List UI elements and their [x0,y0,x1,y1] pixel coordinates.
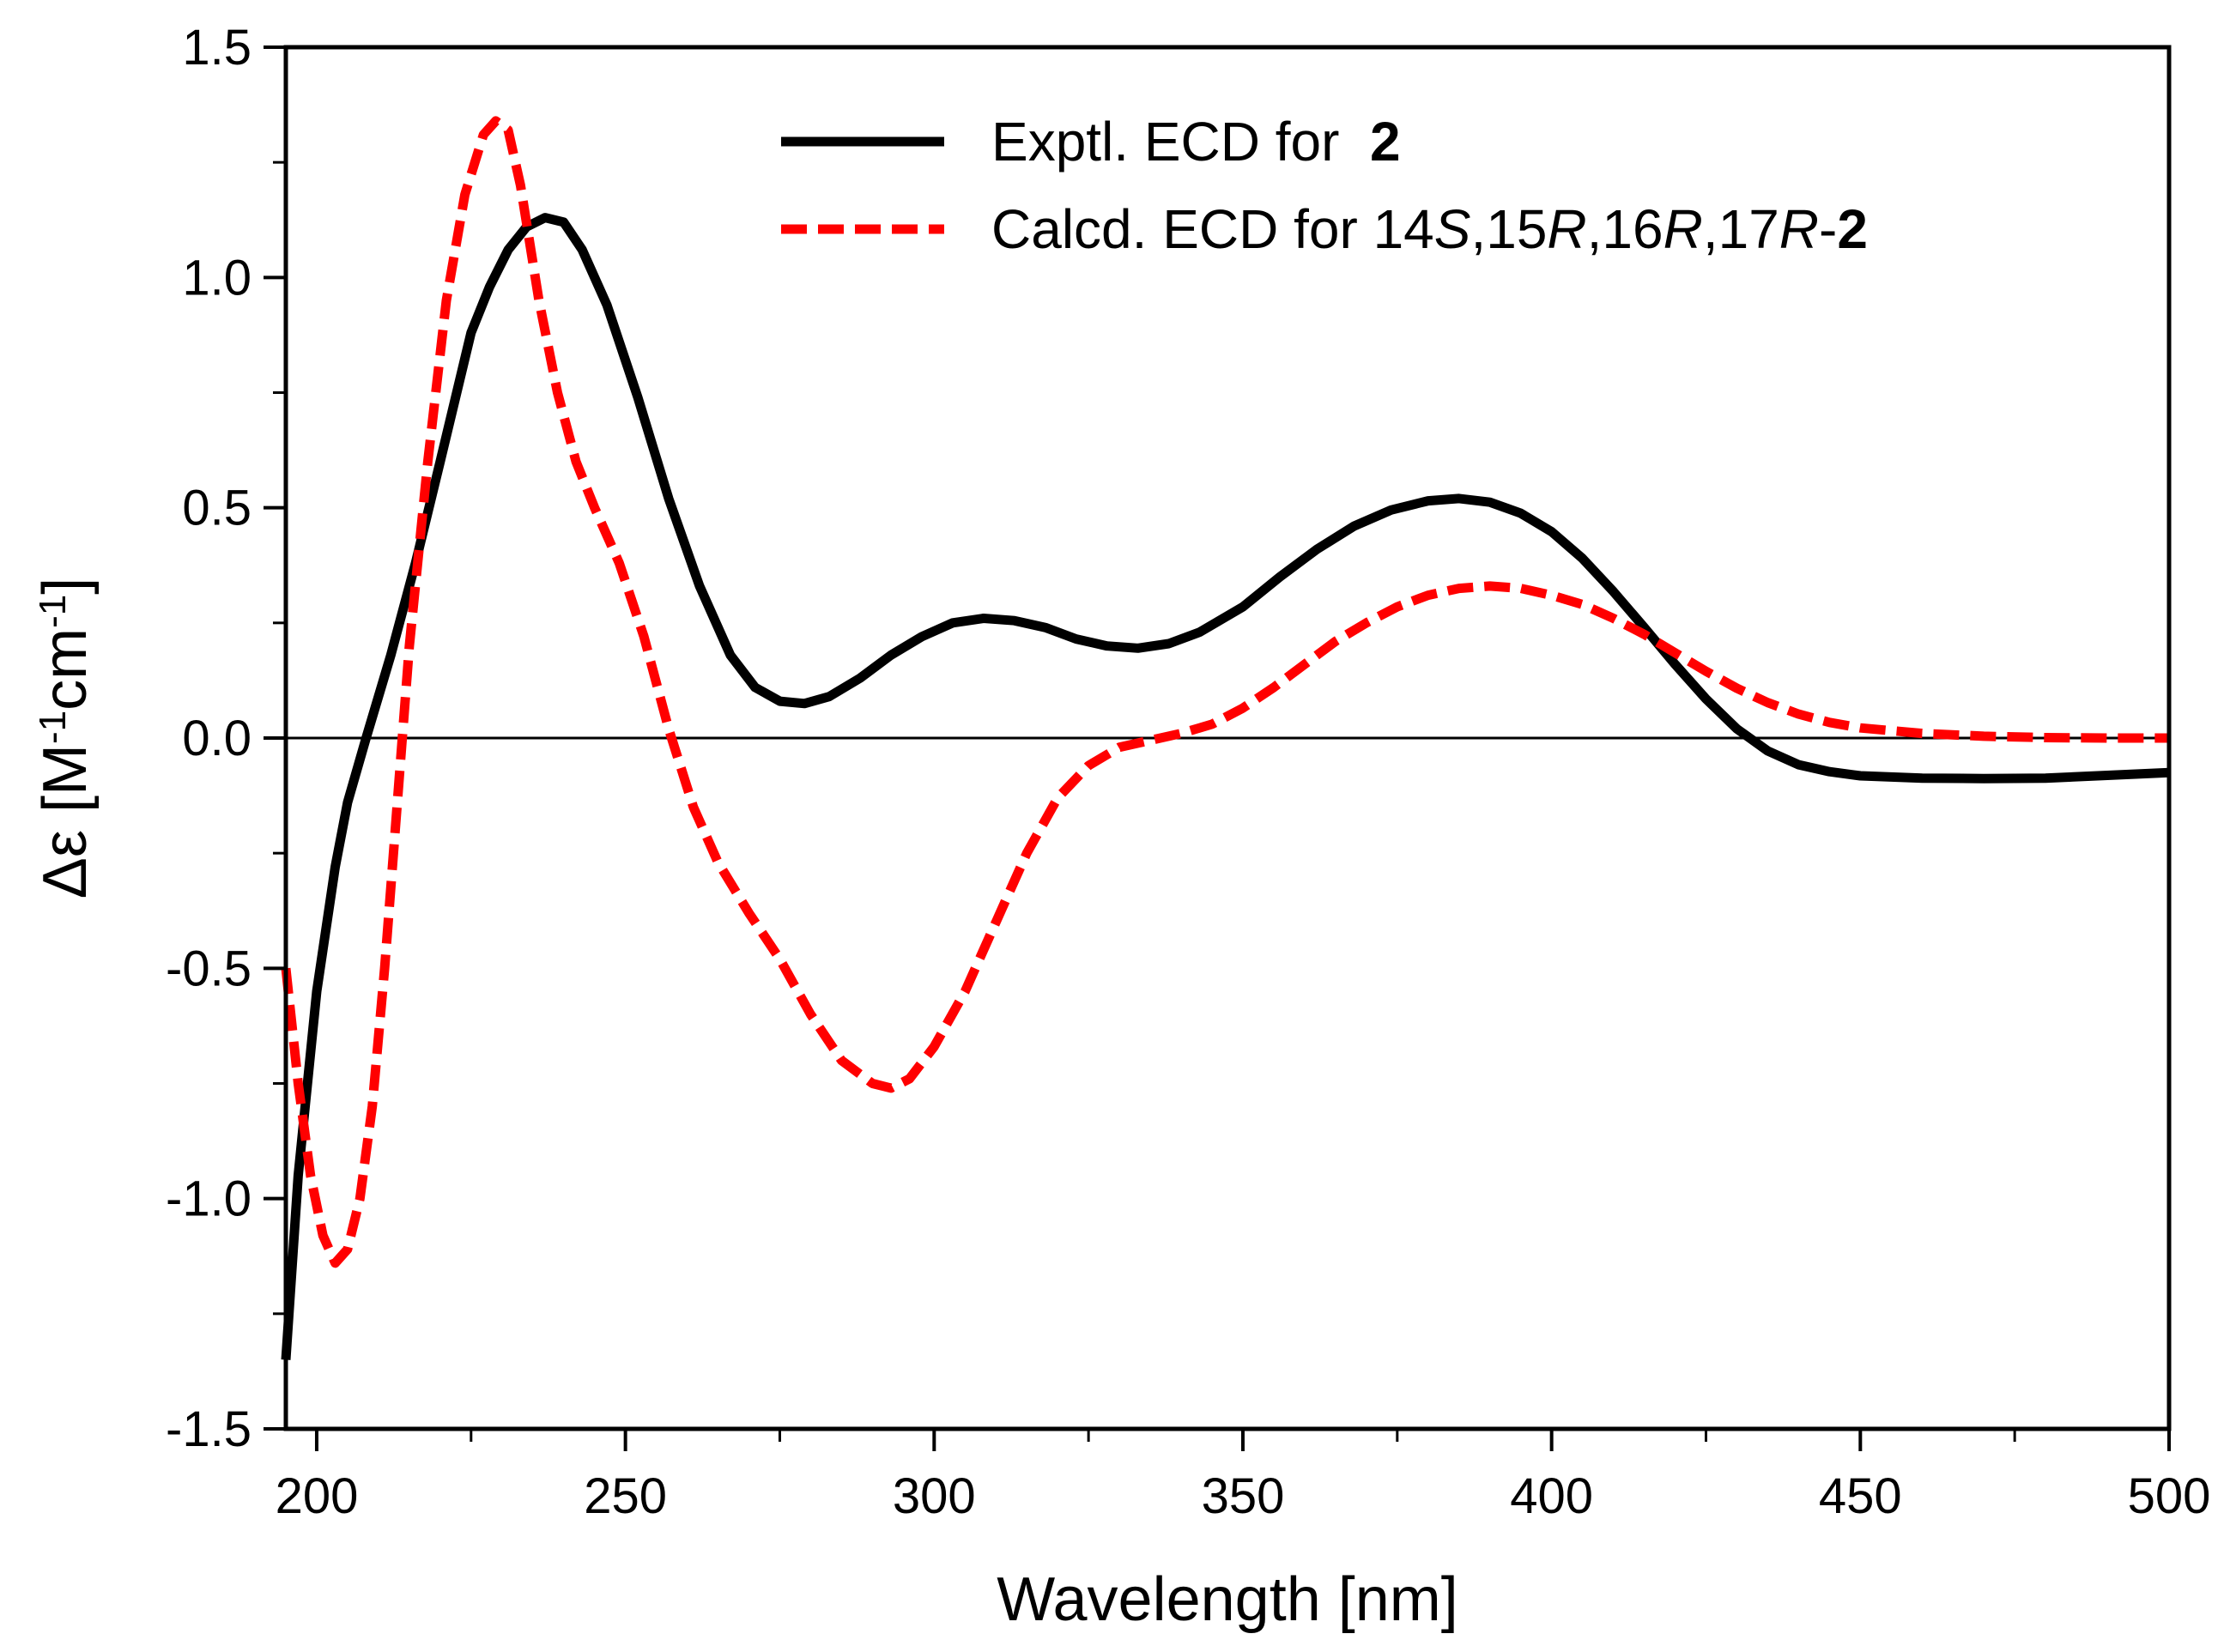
legend-label-2: Calcd. ECD for 14S,15R,16R,17R-2 [991,198,1868,260]
y-axis-title-sup2: -1 [32,595,74,628]
legend-label-part: Exptl. ECD for [991,111,1370,172]
x-tick-label: 300 [893,1468,976,1524]
y-axis-title-sup1: -1 [32,711,74,744]
legend-label-part: 2 [1370,111,1401,172]
legend-label-part: ,17 [1703,198,1779,260]
y-tick-label: -1.5 [166,1401,251,1457]
legend-label-part: R [1547,198,1586,260]
legend-label-1: Exptl. ECD for 2 [991,111,1401,172]
x-tick-label: 400 [1510,1468,1593,1524]
y-axis-title-prefix: Δε [M [31,744,100,899]
legend-label-part: - [1819,198,1837,260]
legend-label-part: S [1434,198,1471,260]
y-tick-label: 1.0 [182,250,251,306]
x-tick-label: 500 [2128,1468,2211,1524]
legend-label-part: R [1663,198,1703,260]
legend-label-part: Calcd. ECD for 14 [991,198,1434,260]
x-tick-label: 250 [584,1468,667,1524]
x-tick-label: 200 [276,1468,359,1524]
y-tick-label: 0.5 [182,481,251,536]
series-line-1 [281,213,2170,1360]
legend-label-part: ,15 [1470,198,1547,260]
y-tick-label: -1.0 [166,1171,251,1227]
y-axis-title-suffix: ] [31,578,100,595]
x-tick-label: 450 [1819,1468,1902,1524]
ticks-layer: 200 250 300 350 400 450 500 1.5 1.0 0.5 0.0 -0.5 -1.… [166,20,2210,1524]
legend-label-part: 2 [1837,198,1868,260]
x-tick-label: 350 [1202,1468,1285,1524]
y-tick-label: -0.5 [166,941,251,996]
series-layer [281,116,2170,1360]
legend-label-part: R [1779,198,1819,260]
x-axis-title: Wavelength [nm] [997,1565,1458,1634]
y-axis-title: Δε [M-1cm-1] [31,578,100,899]
series-line-2 [281,116,2169,1268]
y-tick-label: 1.5 [182,20,251,76]
y-tick-label: 0.0 [182,711,251,766]
legend-label-part: ,16 [1587,198,1663,260]
y-axis-title-mid: cm [31,628,100,711]
